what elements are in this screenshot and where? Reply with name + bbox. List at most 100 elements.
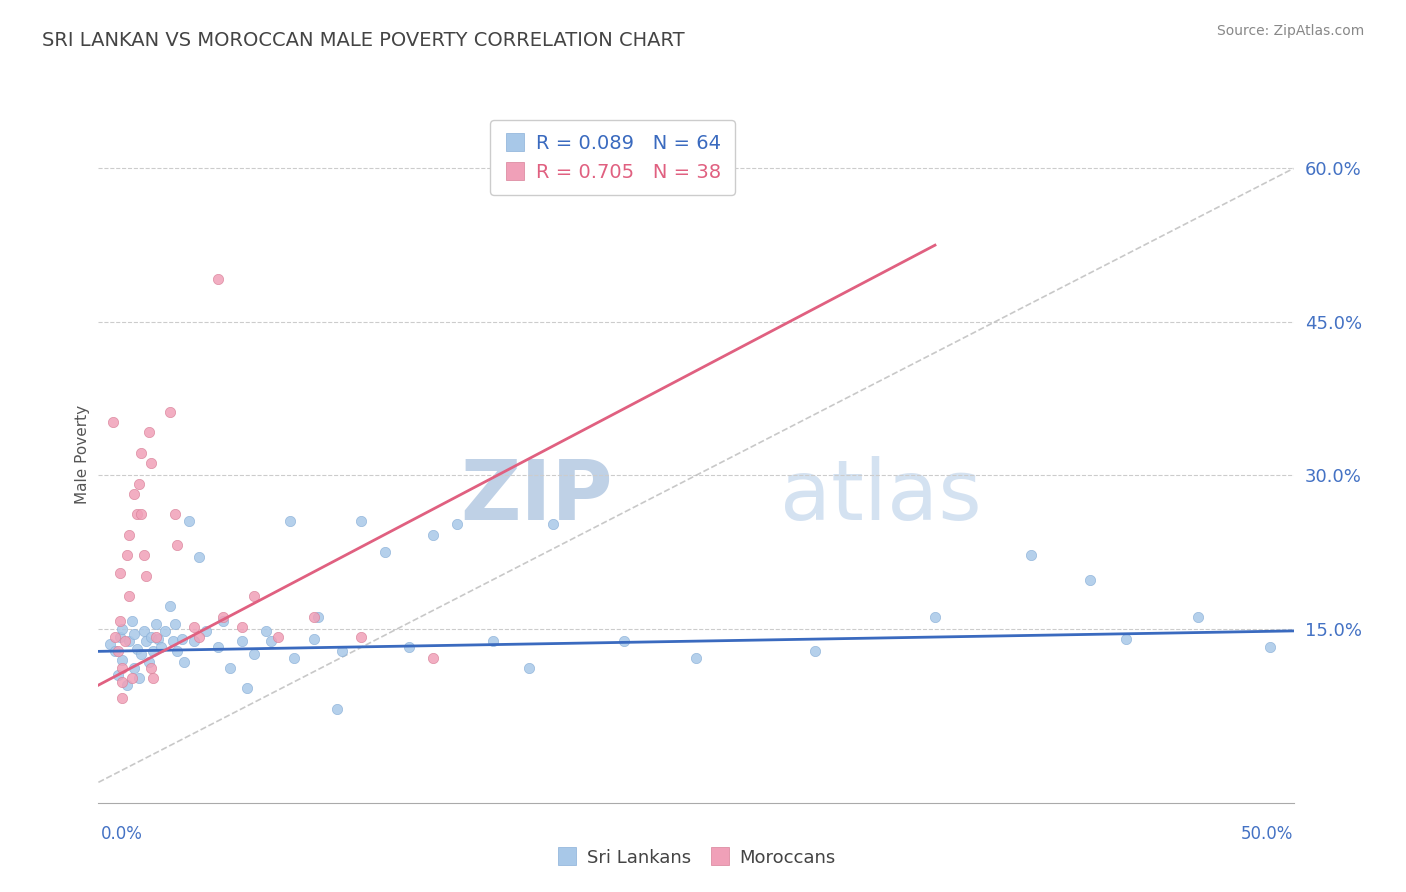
Point bbox=[259, 634, 281, 648]
Point bbox=[173, 655, 195, 669]
Point bbox=[149, 640, 172, 655]
Point bbox=[1115, 632, 1137, 646]
Point bbox=[111, 652, 134, 666]
Point bbox=[350, 515, 373, 529]
Point bbox=[142, 644, 165, 658]
Point bbox=[1019, 548, 1042, 562]
Point bbox=[422, 527, 444, 541]
Point bbox=[118, 527, 141, 541]
Point bbox=[142, 671, 165, 685]
Text: atlas: atlas bbox=[779, 456, 981, 537]
Point bbox=[108, 566, 131, 580]
Text: Source: ZipAtlas.com: Source: ZipAtlas.com bbox=[1216, 24, 1364, 38]
Point bbox=[398, 640, 420, 655]
Point bbox=[374, 545, 396, 559]
Point bbox=[118, 634, 141, 648]
Point bbox=[118, 589, 141, 603]
Point bbox=[207, 272, 229, 286]
Point bbox=[302, 632, 325, 646]
Y-axis label: Male Poverty: Male Poverty bbox=[75, 405, 90, 505]
Point bbox=[162, 634, 184, 648]
Point bbox=[98, 637, 122, 651]
Point bbox=[124, 487, 146, 501]
Text: ZIP: ZIP bbox=[460, 456, 612, 537]
Point bbox=[108, 630, 131, 644]
Point bbox=[243, 589, 266, 603]
Point bbox=[211, 609, 233, 624]
Point bbox=[125, 508, 148, 522]
Point bbox=[111, 661, 134, 675]
Point bbox=[114, 634, 136, 648]
Point bbox=[104, 630, 127, 644]
Point bbox=[1187, 609, 1209, 624]
Point bbox=[1258, 640, 1281, 655]
Point bbox=[101, 415, 124, 429]
Point bbox=[121, 671, 143, 685]
Point bbox=[124, 661, 146, 675]
Text: 50.0%: 50.0% bbox=[1241, 825, 1294, 843]
Text: 0.0%: 0.0% bbox=[101, 825, 143, 843]
Point bbox=[139, 661, 162, 675]
Point bbox=[145, 616, 167, 631]
Point bbox=[131, 446, 153, 460]
Point bbox=[115, 548, 138, 562]
Point bbox=[194, 624, 217, 638]
Point bbox=[139, 630, 162, 644]
Point bbox=[131, 508, 153, 522]
Point bbox=[231, 634, 253, 648]
Point bbox=[278, 515, 301, 529]
Point bbox=[235, 681, 257, 696]
Point bbox=[155, 624, 177, 638]
Point bbox=[172, 632, 194, 646]
Point bbox=[104, 644, 127, 658]
Point bbox=[446, 517, 468, 532]
Point bbox=[804, 644, 827, 658]
Legend: Sri Lankans, Moroccans: Sri Lankans, Moroccans bbox=[548, 841, 844, 874]
Point bbox=[145, 630, 167, 644]
Point bbox=[132, 624, 155, 638]
Point bbox=[231, 620, 253, 634]
Point bbox=[148, 632, 170, 646]
Point bbox=[211, 614, 233, 628]
Text: SRI LANKAN VS MOROCCAN MALE POVERTY CORRELATION CHART: SRI LANKAN VS MOROCCAN MALE POVERTY CORR… bbox=[42, 31, 685, 50]
Point bbox=[159, 405, 181, 419]
Point bbox=[330, 644, 353, 658]
Point bbox=[107, 668, 129, 682]
Point bbox=[138, 425, 160, 440]
Point bbox=[924, 609, 946, 624]
Point bbox=[115, 678, 138, 692]
Point bbox=[179, 515, 201, 529]
Point bbox=[481, 634, 505, 648]
Point bbox=[163, 616, 186, 631]
Point bbox=[166, 644, 188, 658]
Point bbox=[111, 675, 134, 690]
Point bbox=[135, 568, 157, 582]
Point bbox=[187, 630, 209, 644]
Point bbox=[541, 517, 564, 532]
Point bbox=[243, 648, 266, 662]
Point bbox=[111, 622, 134, 636]
Point bbox=[326, 701, 349, 715]
Point bbox=[302, 609, 325, 624]
Point bbox=[219, 661, 242, 675]
Point bbox=[307, 609, 329, 624]
Point bbox=[131, 648, 153, 662]
Point bbox=[267, 630, 290, 644]
Point bbox=[125, 642, 148, 657]
Point bbox=[1080, 573, 1102, 587]
Point bbox=[139, 456, 162, 470]
Point bbox=[132, 548, 155, 562]
Point bbox=[138, 655, 160, 669]
Point bbox=[124, 627, 146, 641]
Point bbox=[187, 550, 209, 565]
Point bbox=[183, 620, 205, 634]
Point bbox=[128, 671, 150, 685]
Point bbox=[108, 614, 131, 628]
Point bbox=[111, 691, 134, 706]
Point bbox=[517, 661, 540, 675]
Point bbox=[685, 650, 707, 665]
Point bbox=[128, 476, 150, 491]
Point bbox=[207, 640, 229, 655]
Point bbox=[163, 508, 186, 522]
Point bbox=[166, 538, 188, 552]
